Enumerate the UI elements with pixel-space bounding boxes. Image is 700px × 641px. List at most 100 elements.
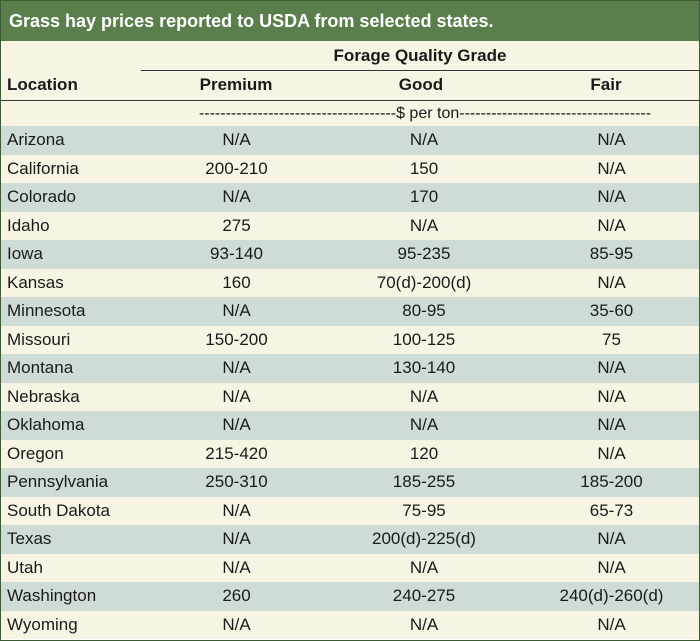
good-cell: N/A (409, 557, 439, 577)
good-cell: 75-95 (402, 500, 446, 520)
fair-cell: N/A (597, 415, 626, 435)
premium-cell: N/A (222, 557, 251, 577)
fair-cell: N/A (597, 614, 626, 634)
fair-cell: N/A (597, 557, 626, 577)
table-row: Utah N/A N/A N/A (1, 553, 699, 582)
group-header-rule (141, 70, 699, 71)
good-cell: 185-255 (392, 472, 456, 492)
premium-cell: N/A (222, 614, 251, 634)
fair-cell: N/A (597, 358, 626, 378)
good-cell: N/A (409, 415, 439, 435)
good-column-header: Good (398, 75, 444, 94)
good-cell: 200(d)-225(d) (372, 529, 476, 549)
fair-cell: N/A (597, 443, 626, 463)
premium-cell: N/A (222, 358, 251, 378)
fair-cell: 85-95 (589, 244, 634, 264)
table-row: Oklahoma N/A N/A N/A (1, 411, 699, 440)
location-cell: Oklahoma (7, 415, 85, 435)
fair-cell: N/A (597, 272, 626, 292)
good-cell: 70(d)-200(d) (376, 272, 472, 292)
table-row: Montana N/A 130-140 N/A (1, 354, 699, 383)
good-cell: 80-95 (402, 301, 446, 321)
premium-cell: 250-310 (205, 472, 268, 492)
premium-cell: N/A (222, 415, 251, 435)
premium-cell: 260 (222, 586, 251, 606)
good-cell: 120 (409, 443, 439, 463)
good-cell: 100-125 (392, 329, 456, 349)
location-column-header: Location (7, 75, 78, 94)
table-row: Nebraska N/A N/A N/A (1, 382, 699, 411)
header-rule (1, 100, 699, 101)
premium-column-header: Premium (199, 75, 273, 94)
premium-cell: 200-210 (205, 158, 268, 178)
premium-cell: 160 (222, 272, 251, 292)
units-row: -------------------------------------$ p… (1, 101, 699, 126)
location-cell: Colorado (7, 187, 76, 207)
fair-cell: 35-60 (589, 301, 634, 321)
location-cell: Idaho (7, 215, 50, 235)
location-cell: Missouri (7, 329, 71, 349)
table-row: Iowa 93-140 95-235 85-95 (1, 240, 699, 269)
table-row: South Dakota N/A 75-95 65-73 (1, 496, 699, 525)
location-cell: Oregon (7, 443, 64, 463)
location-cell: Texas (7, 529, 52, 549)
good-cell: N/A (409, 130, 439, 150)
location-cell: South Dakota (7, 500, 111, 520)
table-row: Colorado N/A 170 N/A (1, 183, 699, 212)
location-cell: Kansas (7, 272, 64, 292)
good-cell: 95-235 (397, 244, 451, 264)
good-cell: N/A (409, 614, 439, 634)
good-cell: N/A (409, 215, 439, 235)
location-cell: Montana (7, 358, 74, 378)
location-cell: Pennsylvania (7, 472, 109, 492)
location-cell: Iowa (7, 244, 43, 264)
premium-cell: N/A (222, 301, 251, 321)
table-row: Minnesota N/A 80-95 35-60 (1, 297, 699, 326)
table-body: Arizona N/A N/A N/A California 200-210 150 N/A C… (1, 126, 699, 639)
table-header: Forage Quality Grade Location Premium Go… (1, 41, 699, 101)
table-row: Texas N/A 200(d)-225(d) N/A (1, 525, 699, 554)
good-cell: N/A (409, 386, 439, 406)
table-row: Kansas 160 70(d)-200(d) N/A (1, 268, 699, 297)
location-cell: Nebraska (7, 386, 80, 406)
premium-cell: 215-420 (205, 443, 268, 463)
table-row: Missouri 150-200 100-125 75 (1, 325, 699, 354)
good-cell: 130-140 (392, 358, 456, 378)
premium-cell: N/A (222, 386, 251, 406)
fair-cell: N/A (597, 158, 626, 178)
table-row: Washington 260 240-275 240(d)-260(d) (1, 582, 699, 611)
location-cell: Utah (7, 557, 43, 577)
fair-cell: 65-73 (589, 500, 634, 520)
table-row: Arizona N/A N/A N/A (1, 126, 699, 155)
good-cell: 150 (409, 158, 439, 178)
fair-cell: N/A (597, 386, 626, 406)
premium-cell: N/A (222, 500, 251, 520)
fair-cell: 75 (602, 329, 621, 349)
fair-cell: N/A (597, 529, 626, 549)
table-row: Wyoming N/A N/A N/A (1, 610, 699, 639)
fair-cell: N/A (597, 130, 626, 150)
group-header: Forage Quality Grade (333, 46, 507, 65)
table-title: Grass hay prices reported to USDA from s… (1, 1, 699, 41)
table-row: Oregon 215-420 120 N/A (1, 439, 699, 468)
location-cell: California (7, 158, 79, 178)
premium-cell: N/A (222, 529, 251, 549)
premium-cell: N/A (222, 130, 251, 150)
premium-cell: 93-140 (210, 244, 263, 264)
premium-cell: 275 (222, 215, 251, 235)
location-cell: Arizona (7, 130, 65, 150)
fair-cell: N/A (597, 215, 626, 235)
fair-cell: 185-200 (580, 472, 643, 492)
good-cell: 170 (409, 187, 439, 207)
premium-cell: 150-200 (205, 329, 268, 349)
table-row: Idaho 275 N/A N/A (1, 211, 699, 240)
fair-column-header: Fair (590, 75, 622, 94)
location-cell: Washington (7, 586, 97, 606)
table-row: Pennsylvania 250-310 185-255 185-200 (1, 468, 699, 497)
good-cell: 240-275 (392, 586, 456, 606)
fair-cell: 240(d)-260(d) (559, 586, 664, 606)
premium-cell: N/A (222, 187, 251, 207)
location-cell: Minnesota (7, 301, 86, 321)
location-cell: Wyoming (7, 614, 78, 634)
